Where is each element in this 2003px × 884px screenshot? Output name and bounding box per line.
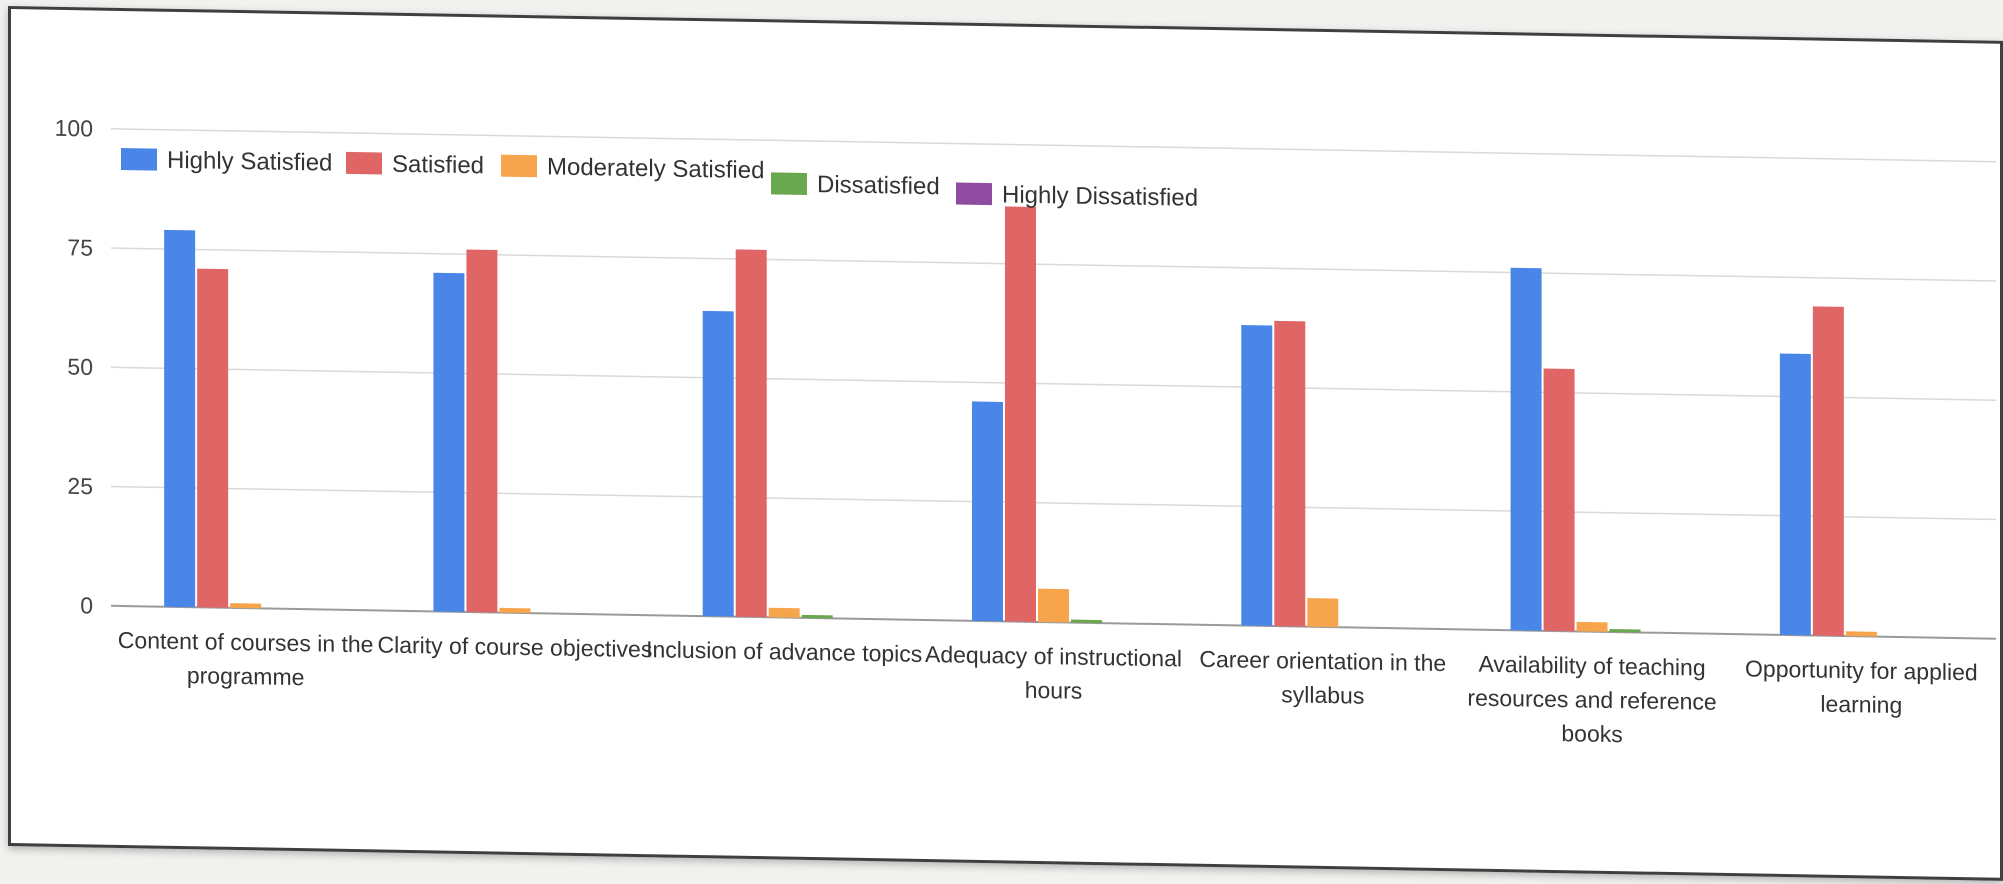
gridline-50 bbox=[111, 366, 1996, 401]
y-tick-label: 50 bbox=[67, 354, 93, 380]
x-category-label: Inclusion of advance topics bbox=[646, 636, 922, 667]
bar-satisfied-0 bbox=[197, 268, 229, 608]
y-tick-label: 0 bbox=[80, 592, 93, 618]
legend-swatch bbox=[346, 151, 382, 175]
y-tick-label: 75 bbox=[67, 234, 93, 260]
legend-item-satisfied: Satisfied bbox=[346, 151, 484, 180]
x-category-label: Adequacy of instructionalhours bbox=[925, 641, 1182, 705]
legend-label: Moderately Satisfied bbox=[547, 153, 764, 184]
x-axis-category-labels: Content of courses in theprogrammeClarit… bbox=[118, 627, 1978, 748]
legend-swatch bbox=[501, 154, 537, 178]
gridline-25 bbox=[111, 485, 1996, 521]
legend-item-highly-satisfied: Highly Satisfied bbox=[121, 147, 332, 177]
bar-moderately-satisfied-2 bbox=[768, 607, 800, 618]
legend: Highly Satisfied Satisfied Moderately Sati… bbox=[121, 147, 1198, 212]
bar-moderately-satisfied-6 bbox=[1845, 631, 1877, 637]
x-category-label: Clarity of course objectives bbox=[378, 631, 653, 662]
bar-highly-satisfied-6 bbox=[1779, 353, 1811, 636]
bar-moderately-satisfied-5 bbox=[1576, 621, 1608, 632]
bars bbox=[164, 206, 1877, 637]
bar-highly-satisfied-5 bbox=[1510, 267, 1542, 631]
bar-moderately-satisfied-4 bbox=[1307, 598, 1339, 628]
bar-highly-satisfied-0 bbox=[164, 229, 196, 608]
legend-item-dissatisfied: Dissatisfied bbox=[771, 171, 940, 200]
x-category-label: Availability of teachingresources and re… bbox=[1467, 650, 1716, 748]
legend-swatch bbox=[956, 182, 992, 206]
bar-highly-satisfied-4 bbox=[1241, 325, 1273, 627]
bar-chart: 0 25 50 75 100 Content of courses in theprog… bbox=[55, 115, 1996, 748]
legend-swatch bbox=[771, 172, 807, 195]
bar-satisfied-6 bbox=[1812, 306, 1844, 637]
bar-satisfied-3 bbox=[1005, 206, 1036, 622]
x-category-label: Content of courses in theprogramme bbox=[118, 627, 374, 691]
y-tick-label: 25 bbox=[67, 473, 93, 499]
legend-label: Highly Dissatisfied bbox=[1002, 181, 1198, 211]
bar-satisfied-2 bbox=[735, 249, 767, 618]
bar-moderately-satisfied-1 bbox=[499, 607, 531, 614]
bar-highly-satisfied-1 bbox=[433, 272, 465, 612]
bar-moderately-satisfied-3 bbox=[1038, 588, 1069, 623]
legend-item-highly-dissatisfied: Highly Dissatisfied bbox=[956, 181, 1198, 212]
bar-satisfied-1 bbox=[466, 249, 498, 613]
bar-moderately-satisfied-0 bbox=[230, 603, 262, 609]
legend-label: Satisfied bbox=[392, 151, 484, 180]
bar-dissatisfied-5 bbox=[1609, 628, 1641, 633]
gridline-75 bbox=[111, 247, 1996, 282]
bar-highly-satisfied-3 bbox=[972, 401, 1003, 622]
legend-swatch bbox=[121, 147, 157, 171]
bar-dissatisfied-2 bbox=[801, 614, 833, 619]
legend-item-moderately-satisfied: Moderately Satisfied bbox=[501, 153, 764, 184]
bar-satisfied-4 bbox=[1274, 320, 1306, 627]
chart-frame: 0 25 50 75 100 Content of courses in theprog… bbox=[8, 6, 2003, 881]
y-axis-ticks: 0 25 50 75 100 bbox=[55, 115, 93, 619]
gridline-100 bbox=[111, 128, 1996, 163]
legend-label: Highly Satisfied bbox=[167, 147, 332, 177]
bar-satisfied-5 bbox=[1543, 368, 1575, 632]
x-category-label: Opportunity for appliedlearning bbox=[1745, 655, 1978, 719]
x-category-label: Career orientation in thesyllabus bbox=[1199, 646, 1446, 710]
bar-highly-satisfied-2 bbox=[702, 310, 734, 617]
legend-label: Dissatisfied bbox=[817, 171, 940, 200]
bar-dissatisfied-3 bbox=[1071, 619, 1102, 624]
y-tick-label: 100 bbox=[55, 115, 93, 142]
